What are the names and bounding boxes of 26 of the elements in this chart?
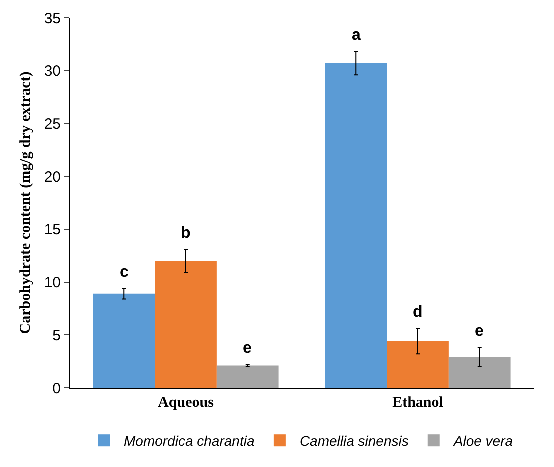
bar bbox=[93, 294, 156, 388]
bar bbox=[448, 357, 511, 388]
y-tick-label: 0 bbox=[52, 380, 61, 398]
y-tick-label: 35 bbox=[44, 10, 61, 28]
bar bbox=[325, 63, 388, 388]
legend-label: Aloe vera bbox=[452, 433, 514, 450]
y-tick-label: 15 bbox=[44, 222, 61, 239]
legend-label: Camellia sinensis bbox=[300, 433, 409, 450]
bar bbox=[387, 341, 449, 388]
y-tick-label: 30 bbox=[44, 63, 61, 80]
y-tick-label: 20 bbox=[44, 168, 61, 186]
data-label: a bbox=[352, 27, 361, 44]
legend-label: Momordica charantia bbox=[124, 433, 255, 450]
data-label: b bbox=[181, 225, 191, 242]
data-label: d bbox=[413, 304, 423, 321]
data-label: c bbox=[120, 264, 129, 281]
bar bbox=[216, 366, 279, 388]
x-tick-label: Ethanol bbox=[392, 395, 444, 411]
x-tick-label: Aqueous bbox=[158, 395, 214, 411]
data-label: e bbox=[243, 340, 252, 357]
y-axis-title: Carbohydrate content (mg/g dry extract) bbox=[18, 72, 34, 334]
data-label: e bbox=[475, 323, 484, 340]
y-tick-label: 25 bbox=[44, 116, 61, 133]
y-tick-label: 10 bbox=[44, 274, 61, 292]
y-tick-label: 5 bbox=[52, 327, 61, 344]
bar bbox=[155, 261, 217, 388]
